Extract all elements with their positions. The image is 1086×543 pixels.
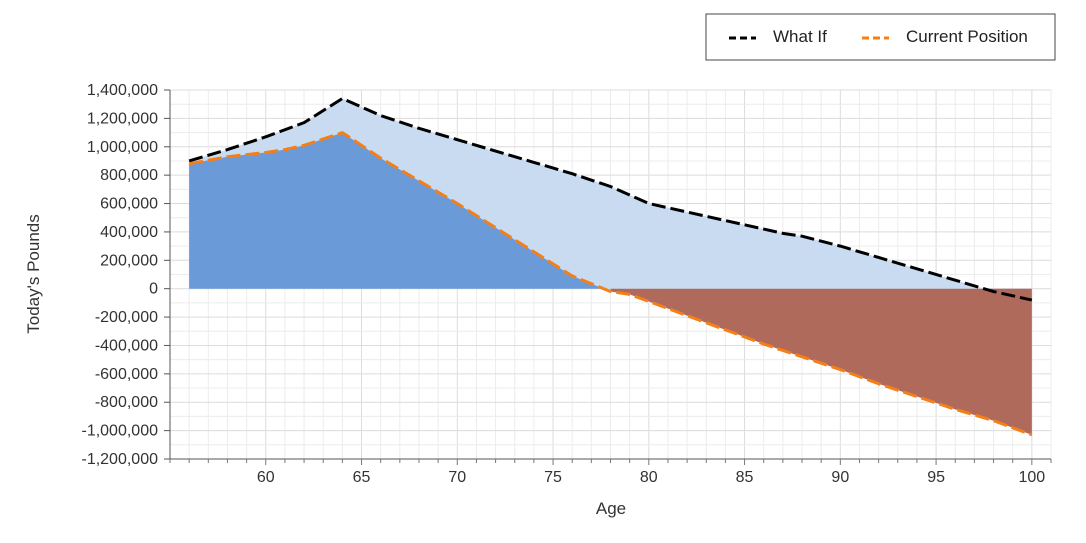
legend-label-current-position: Current Position (906, 27, 1028, 46)
area-current-position-positive (189, 132, 604, 289)
x-tick-label: 80 (640, 469, 658, 486)
y-tick-label: 1,000,000 (87, 139, 158, 156)
legend: What If Current Position (705, 13, 1056, 61)
y-axis-title: Today's Pounds (24, 214, 43, 334)
series-lines (188, 97, 1033, 437)
tick-labels: 1,400,000 1,200,000 1,000,000 800,000 600,00… (81, 82, 1045, 486)
x-tick-label: 85 (736, 469, 754, 486)
x-tick-label: 65 (353, 469, 371, 486)
x-tick-label: 60 (257, 469, 275, 486)
y-tick-label: 200,000 (100, 252, 158, 269)
y-tick-label: -400,000 (95, 337, 158, 354)
y-tick-label: -800,000 (95, 394, 158, 411)
y-tick-label: -1,000,000 (81, 423, 158, 440)
y-tick-label: 600,000 (100, 196, 158, 213)
y-tick-label: -1,200,000 (81, 451, 158, 468)
y-tick-label: -600,000 (95, 366, 158, 383)
series-line-current-position (188, 131, 1033, 437)
x-tick-label: 90 (831, 469, 849, 486)
y-tick-label: 0 (149, 281, 158, 298)
x-tick-label: 70 (448, 469, 466, 486)
x-tick-label: 75 (544, 469, 562, 486)
series-line-what-if (188, 97, 1033, 302)
y-tick-label: 1,200,000 (87, 110, 158, 127)
x-tick-label: 100 (1018, 469, 1045, 486)
y-tick-label: -200,000 (95, 309, 158, 326)
y-tick-label: 400,000 (100, 224, 158, 241)
y-tick-label: 800,000 (100, 167, 158, 184)
y-tick-label: 1,400,000 (87, 82, 158, 99)
axes (164, 89, 1052, 465)
legend-box (705, 13, 1056, 61)
legend-label-what-if: What If (773, 27, 827, 46)
x-axis-title: Age (596, 499, 626, 518)
x-tick-label: 95 (927, 469, 945, 486)
